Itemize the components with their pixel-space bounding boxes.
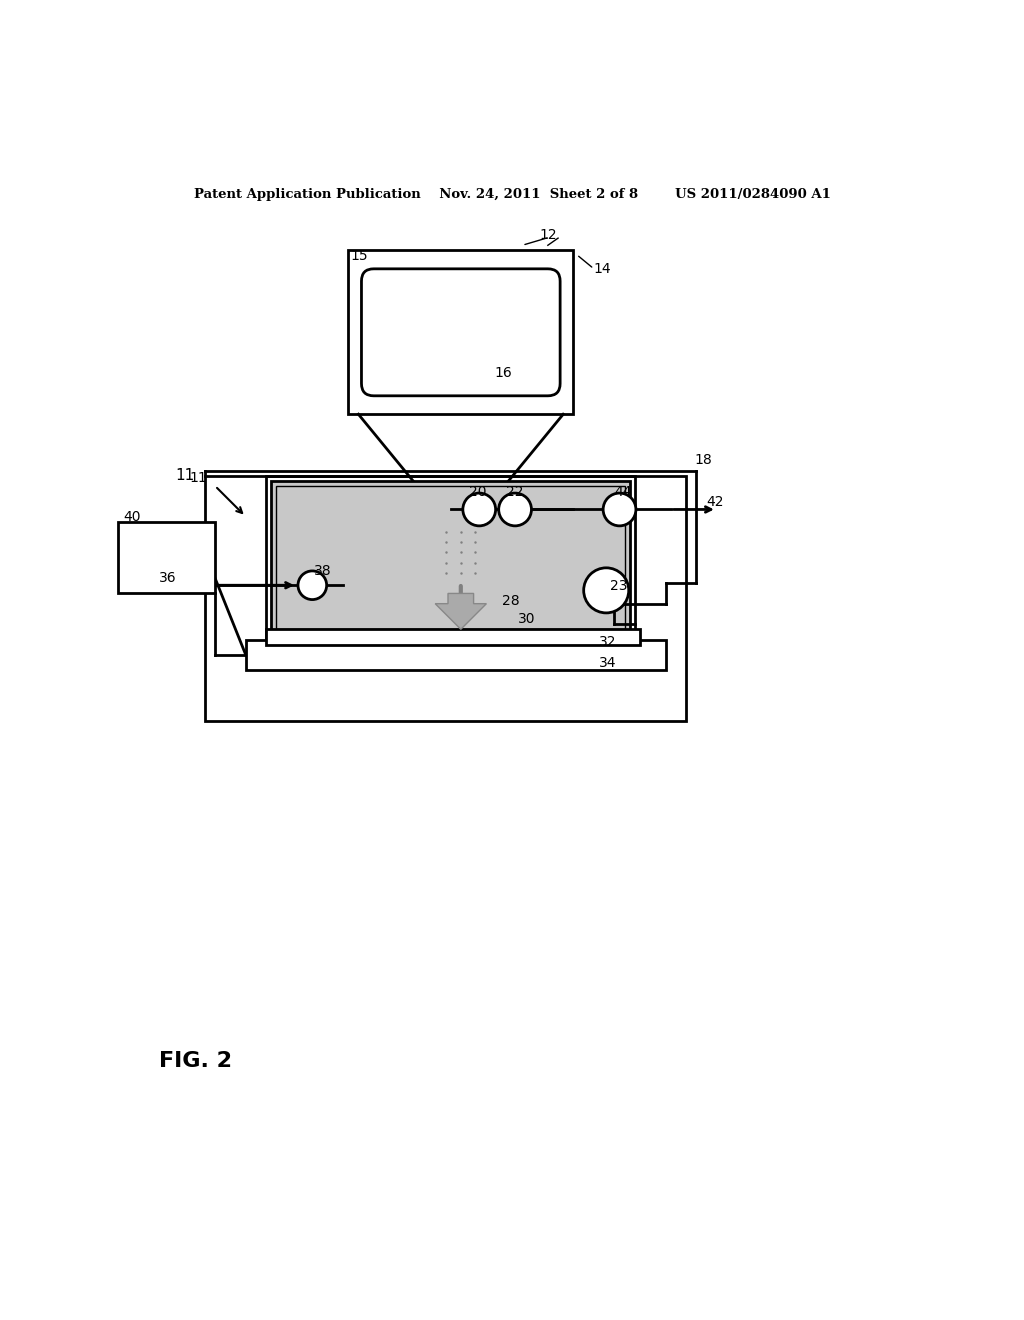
Text: 11: 11	[175, 469, 195, 483]
Text: 16: 16	[495, 366, 512, 380]
FancyBboxPatch shape	[246, 639, 666, 671]
Circle shape	[298, 572, 327, 599]
Text: 34: 34	[599, 656, 616, 671]
Text: Patent Application Publication    Nov. 24, 2011  Sheet 2 of 8        US 2011/028: Patent Application Publication Nov. 24, …	[194, 187, 830, 201]
FancyBboxPatch shape	[361, 269, 560, 396]
Text: 14: 14	[594, 261, 611, 276]
FancyBboxPatch shape	[271, 480, 630, 635]
FancyBboxPatch shape	[266, 630, 640, 644]
Text: 20: 20	[469, 484, 486, 499]
Text: 15: 15	[350, 248, 368, 263]
Text: 40: 40	[123, 510, 140, 524]
Text: 30: 30	[518, 612, 536, 626]
Circle shape	[584, 568, 629, 612]
Text: 11: 11	[189, 471, 207, 484]
Circle shape	[603, 494, 636, 525]
Text: 32: 32	[599, 635, 616, 648]
Text: 22: 22	[506, 484, 523, 499]
Circle shape	[499, 494, 531, 525]
FancyArrow shape	[435, 594, 486, 630]
Text: FIG. 2: FIG. 2	[159, 1052, 231, 1072]
Text: 18: 18	[694, 453, 712, 467]
Text: 23: 23	[610, 579, 628, 593]
Text: 36: 36	[159, 572, 176, 585]
Circle shape	[463, 494, 496, 525]
Text: 42: 42	[707, 495, 724, 510]
FancyBboxPatch shape	[276, 486, 625, 630]
Text: 12: 12	[540, 228, 557, 242]
Text: 28: 28	[502, 594, 519, 607]
Text: 38: 38	[314, 564, 332, 578]
Text: 44: 44	[614, 484, 632, 499]
FancyBboxPatch shape	[118, 521, 215, 594]
FancyBboxPatch shape	[348, 251, 573, 414]
